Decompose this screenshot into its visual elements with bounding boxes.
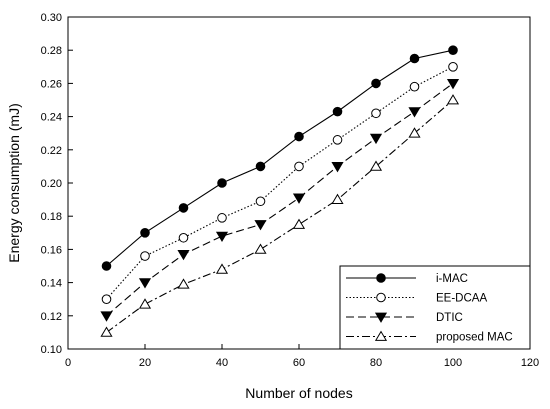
y-tick-label: 0.16 (41, 244, 62, 256)
data-point (254, 243, 267, 254)
data-point (446, 94, 460, 105)
data-point (140, 228, 150, 238)
legend-label: i-MAC (436, 273, 468, 285)
data-point (217, 213, 227, 223)
legend-marker (376, 292, 386, 303)
legend-marker (374, 312, 388, 323)
x-tick-label: 60 (293, 357, 305, 369)
y-axis-label: Energy consumption (mJ) (6, 103, 22, 263)
legend-entry: i-MAC (346, 273, 468, 285)
data-point (101, 294, 112, 305)
data-point (408, 107, 421, 118)
series-line (106, 49, 454, 267)
legend: i-MAC EE-DCAA DTIC proposed MAC (339, 265, 531, 350)
axes-layer: 0 20 40 60 80 100 120 0.10 0.12 0.14 0.16 0.18 0.20 0… (41, 12, 540, 369)
data-point (294, 131, 304, 142)
legend-marker (376, 273, 386, 283)
legend-entry: DTIC (346, 312, 463, 324)
legend-label: DTIC (436, 312, 463, 324)
x-tick-label: 80 (370, 357, 382, 369)
data-point (294, 161, 304, 172)
data-point (369, 160, 383, 171)
data-point (217, 178, 227, 188)
legend-label: EE-DCAA (436, 293, 487, 305)
series-dtic (100, 79, 460, 322)
y-tick-label: 0.24 (41, 112, 62, 124)
series-line (106, 99, 454, 333)
x-tick-label: 0 (65, 357, 71, 369)
data-point (446, 79, 460, 90)
data-point (332, 135, 343, 145)
data-point (215, 231, 229, 243)
legend-box (339, 265, 531, 350)
data-point (178, 203, 189, 213)
data-point (100, 326, 113, 337)
data-point (448, 62, 458, 72)
data-point (371, 78, 381, 89)
series-line (106, 82, 454, 317)
data-point (448, 45, 458, 56)
series-layer (100, 45, 460, 337)
data-point (255, 161, 266, 172)
data-point (369, 133, 383, 145)
data-point (178, 232, 189, 243)
data-point (255, 196, 266, 207)
y-tick-label: 0.28 (41, 45, 62, 57)
data-point (100, 311, 113, 322)
y-tick-label: 0.26 (41, 78, 62, 90)
data-point (409, 53, 420, 64)
x-tick-label: 120 (521, 357, 539, 369)
legend-entry: proposed MAC (346, 330, 513, 344)
data-point (177, 278, 190, 289)
data-point (331, 162, 344, 173)
data-point (101, 261, 112, 271)
data-point (138, 278, 152, 289)
series-line (106, 66, 454, 300)
data-point (140, 251, 150, 261)
series-ee-dcaa (101, 62, 458, 305)
data-point (292, 193, 306, 204)
y-tick-label: 0.22 (41, 145, 62, 157)
data-point (254, 220, 267, 231)
y-tick-label: 0.14 (41, 278, 62, 290)
series-proposed-mac (100, 94, 460, 337)
data-point (371, 108, 381, 119)
data-point (408, 127, 421, 138)
x-axis-label: Number of nodes (245, 385, 352, 401)
legend-marker (374, 330, 388, 341)
data-point (331, 193, 344, 204)
y-tick-label: 0.12 (41, 311, 62, 323)
data-point (409, 81, 420, 92)
legend-label: proposed MAC (436, 332, 513, 344)
data-point (215, 263, 229, 274)
data-point (292, 218, 306, 229)
y-tick-label: 0.10 (41, 344, 62, 356)
series-i-mac (101, 45, 458, 271)
x-tick-label: 40 (216, 357, 228, 369)
data-point (177, 249, 190, 261)
legend-entry: EE-DCAA (346, 293, 487, 305)
data-point (332, 106, 343, 117)
data-point (138, 298, 152, 309)
x-tick-label: 20 (139, 357, 151, 369)
y-tick-label: 0.30 (41, 12, 62, 24)
x-tick-label: 100 (444, 357, 462, 369)
y-tick-label: 0.20 (41, 178, 62, 190)
y-tick-label: 0.18 (41, 211, 62, 223)
